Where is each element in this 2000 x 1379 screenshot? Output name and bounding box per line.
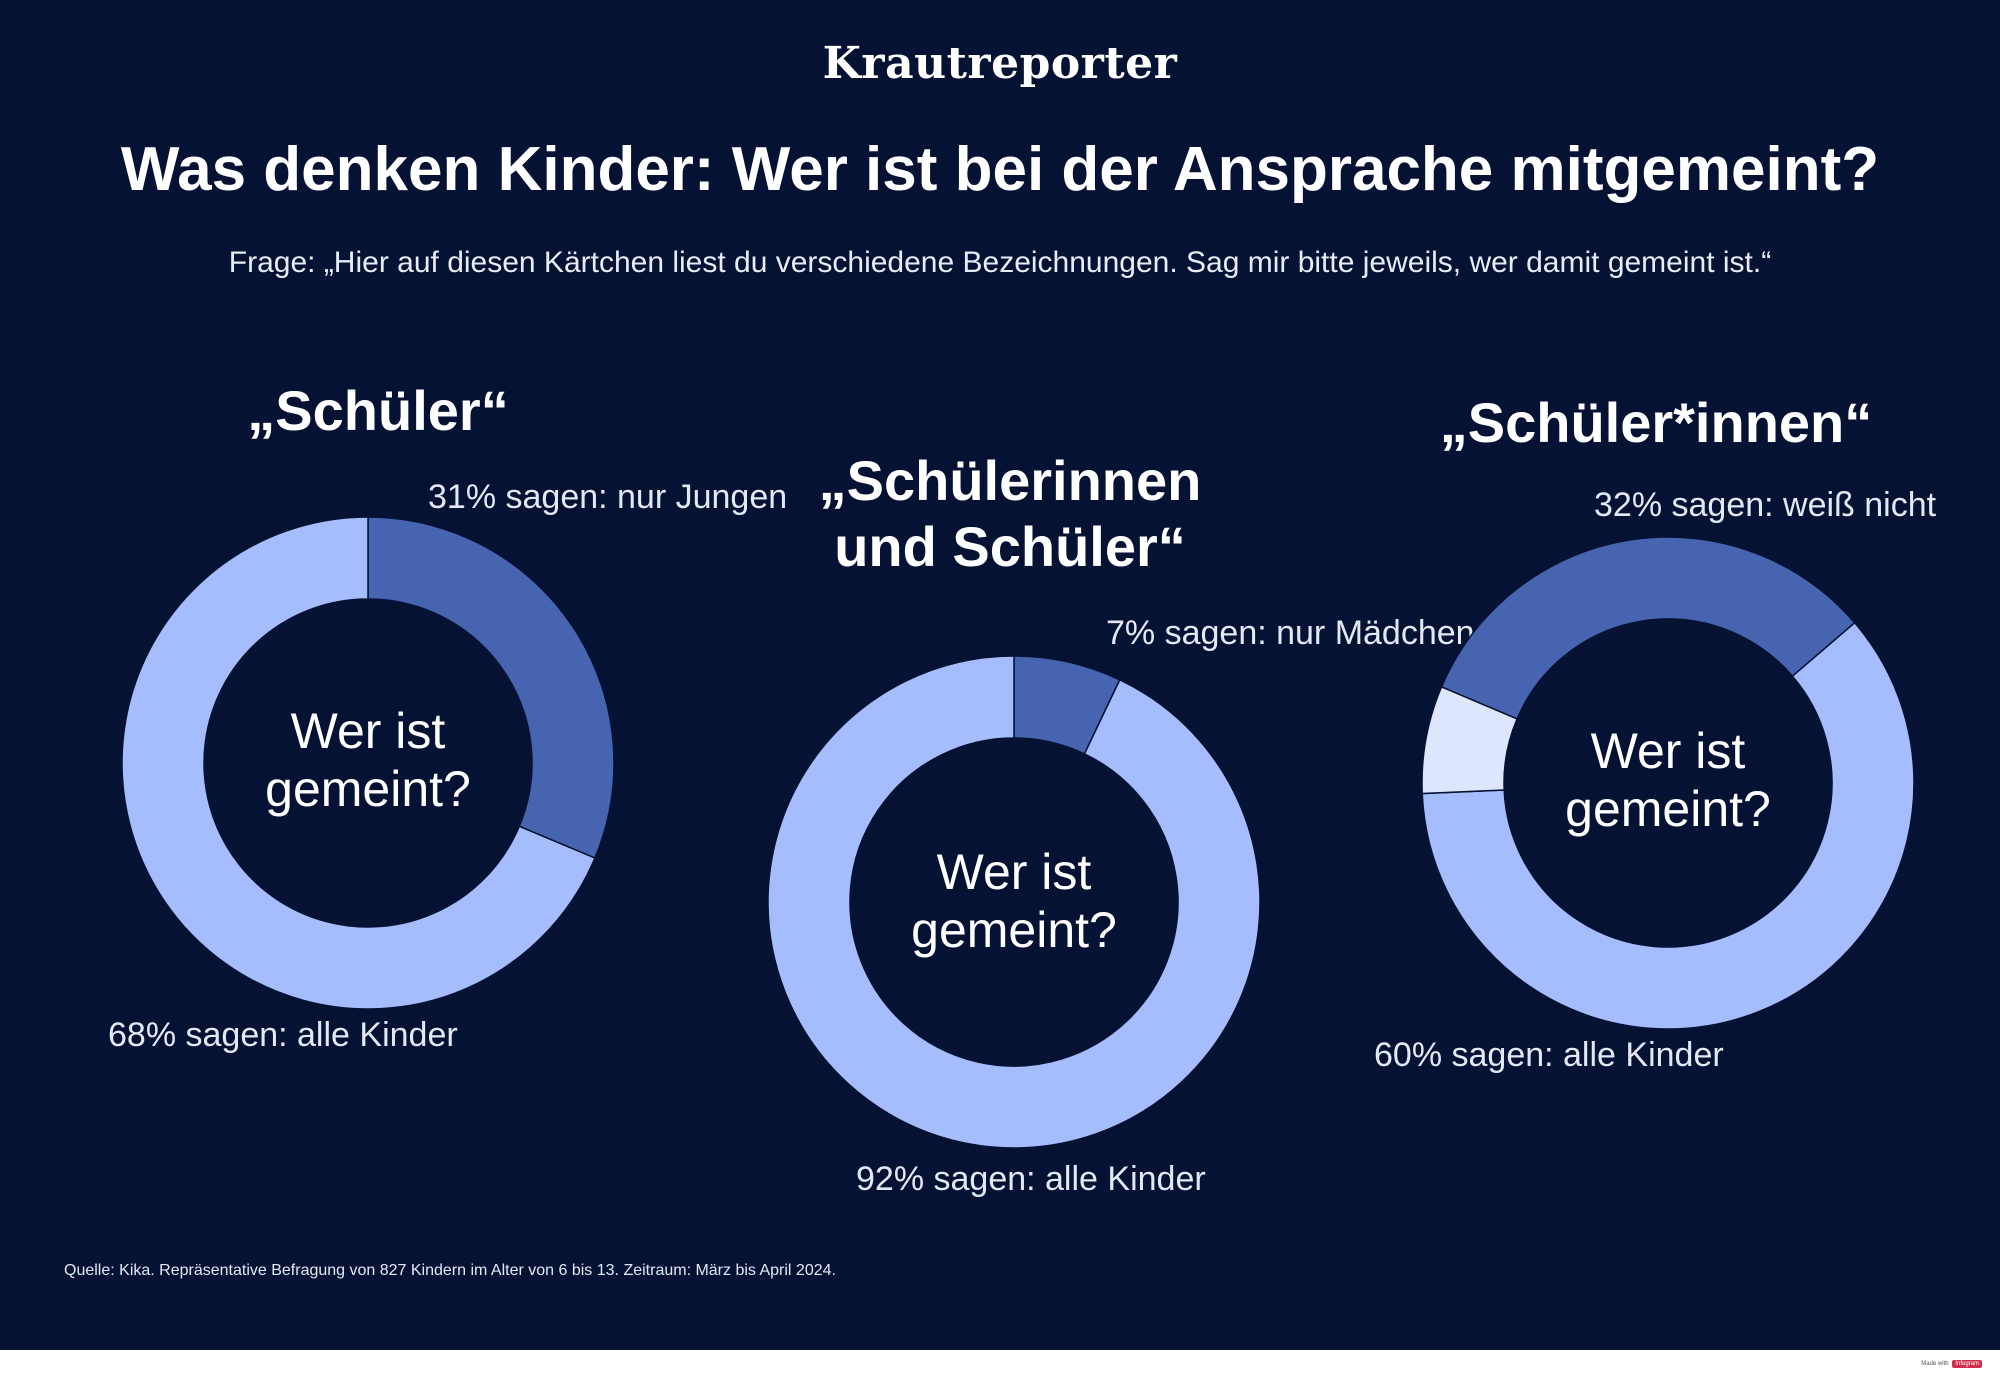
made-with-badge: Made with Infogram bbox=[1921, 1360, 1982, 1368]
chart-3-slice-alle-kinder bbox=[1421, 621, 1915, 1030]
chart-1-center-line2: gemeint? bbox=[265, 761, 471, 817]
infographic-panel: Krautreporter Was denken Kinder: Wer ist… bbox=[0, 0, 2000, 1350]
chart-2-title-line1: „Schülerinnen bbox=[818, 449, 1202, 512]
chart-2-label-alle-kinder: 92% sagen: alle Kinder bbox=[856, 1160, 1206, 1198]
source-note: Quelle: Kika. Repräsentative Befragung v… bbox=[64, 1262, 836, 1279]
chart-3-slice-weiß-nicht bbox=[1440, 536, 1856, 720]
chart-1-label-alle-kinder: 68% sagen: alle Kinder bbox=[108, 1016, 458, 1054]
chart-2-title-line2: und Schüler“ bbox=[834, 515, 1186, 578]
chart-2-center-text: Wer ist gemeint? bbox=[864, 843, 1164, 959]
chart-3-slice-other bbox=[1421, 685, 1519, 795]
chart-1-title: „Schüler“ bbox=[247, 379, 509, 442]
chart-2-label-nur-maedchen: 7% sagen: nur Mädchen bbox=[1106, 614, 1475, 652]
chart-3-center-line1: Wer ist bbox=[1590, 723, 1746, 779]
chart-2-slice-alle-kinder bbox=[767, 655, 1261, 1149]
chart-3-center-line2: gemeint? bbox=[1565, 781, 1771, 837]
chart-3-center-text: Wer ist gemeint? bbox=[1518, 722, 1818, 838]
chart-3-label-alle-kinder: 60% sagen: alle Kinder bbox=[1374, 1036, 1724, 1074]
infogram-logo: Infogram bbox=[1952, 1360, 1982, 1368]
chart-2-title: „Schülerinnen und Schüler“ bbox=[790, 448, 1230, 580]
question-subtitle: Frage: „Hier auf diesen Kärtchen liest d… bbox=[228, 246, 1772, 279]
chart-3-title: „Schüler*innen“ bbox=[1439, 391, 1873, 454]
page-title: Was denken Kinder: Wer ist bei der Anspr… bbox=[120, 135, 1880, 204]
chart-3-label-weiss-nicht: 32% sagen: weiß nicht bbox=[1594, 486, 1937, 524]
chart-1-label-nur-jungen: 31% sagen: nur Jungen bbox=[428, 478, 788, 516]
brand-logo: Krautreporter bbox=[822, 38, 1178, 89]
made-with-text: Made with bbox=[1921, 1361, 1949, 1367]
chart-1-center-text: Wer ist gemeint? bbox=[218, 702, 518, 818]
chart-2-center-line1: Wer ist bbox=[936, 844, 1092, 900]
chart-1-slice-nur-jungen bbox=[367, 516, 615, 860]
chart-2-center-line2: gemeint? bbox=[911, 902, 1117, 958]
chart-1-slice-alle-kinder bbox=[121, 516, 596, 1010]
donut-charts bbox=[121, 516, 1915, 1149]
chart-1-center-line1: Wer ist bbox=[290, 703, 446, 759]
